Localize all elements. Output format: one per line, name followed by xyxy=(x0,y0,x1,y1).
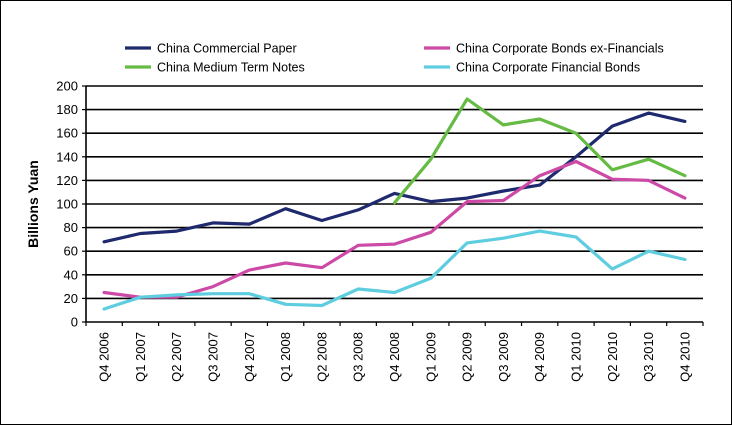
y-tick-label: 0 xyxy=(71,315,78,330)
y-tick-labels: 0 20 40 60 80 100 120 140 160 180 200 xyxy=(56,79,78,330)
y-tick-label: 60 xyxy=(64,244,78,259)
y-tick-label: 40 xyxy=(64,267,78,282)
y-tick-label: 20 xyxy=(64,291,78,306)
series-lines xyxy=(102,97,687,311)
series-line-1 xyxy=(392,97,687,205)
x-tick-label: Q4 2009 xyxy=(532,332,547,382)
x-tick-label: Q4 2007 xyxy=(242,332,257,382)
x-tick-label: Q3 2010 xyxy=(641,332,656,382)
y-tick-label: 160 xyxy=(56,126,78,141)
x-tick-label: Q2 2008 xyxy=(314,332,329,382)
y-tick-label: 100 xyxy=(56,197,78,212)
y-tick-label: 120 xyxy=(56,173,78,188)
x-tick-label: Q1 2010 xyxy=(568,332,583,382)
x-tick-label: Q3 2007 xyxy=(206,332,221,382)
legend-label: China Medium Term Notes xyxy=(157,61,305,75)
series-line-2 xyxy=(102,159,687,299)
x-tick-label: Q3 2009 xyxy=(496,332,511,382)
y-axis-label: Billions Yuan xyxy=(25,160,41,248)
x-tick-label: Q2 2009 xyxy=(460,332,475,382)
x-tick-label: Q2 2010 xyxy=(605,332,620,382)
x-tick-label: Q2 2007 xyxy=(169,332,184,382)
legend-label: China Commercial Paper xyxy=(157,42,297,56)
series-line-3 xyxy=(102,229,687,311)
x-tick-labels: Q4 2006 Q1 2007 Q2 2007 Q3 2007 Q4 2007 Q1 20… xyxy=(97,332,693,382)
legend: China Commercial Paper China Medium Term … xyxy=(125,42,664,75)
x-tick-label: Q1 2009 xyxy=(423,332,438,382)
y-tick-label: 200 xyxy=(56,79,78,94)
axes xyxy=(82,85,704,326)
legend-label: China Corporate Financial Bonds xyxy=(456,61,640,75)
x-tick-label: Q4 2008 xyxy=(387,332,402,382)
y-tick-label: 180 xyxy=(56,102,78,117)
x-tick-label: Q4 2010 xyxy=(677,332,692,382)
y-tick-label: 80 xyxy=(64,220,78,235)
x-tick-label: Q3 2008 xyxy=(351,332,366,382)
y-tick-label: 140 xyxy=(56,149,78,164)
x-tick-label: Q1 2007 xyxy=(133,332,148,382)
x-tick-label: Q4 2006 xyxy=(97,332,112,382)
x-tick-label: Q1 2008 xyxy=(278,332,293,382)
legend-label: China Corporate Bonds ex-Financials xyxy=(456,42,664,56)
